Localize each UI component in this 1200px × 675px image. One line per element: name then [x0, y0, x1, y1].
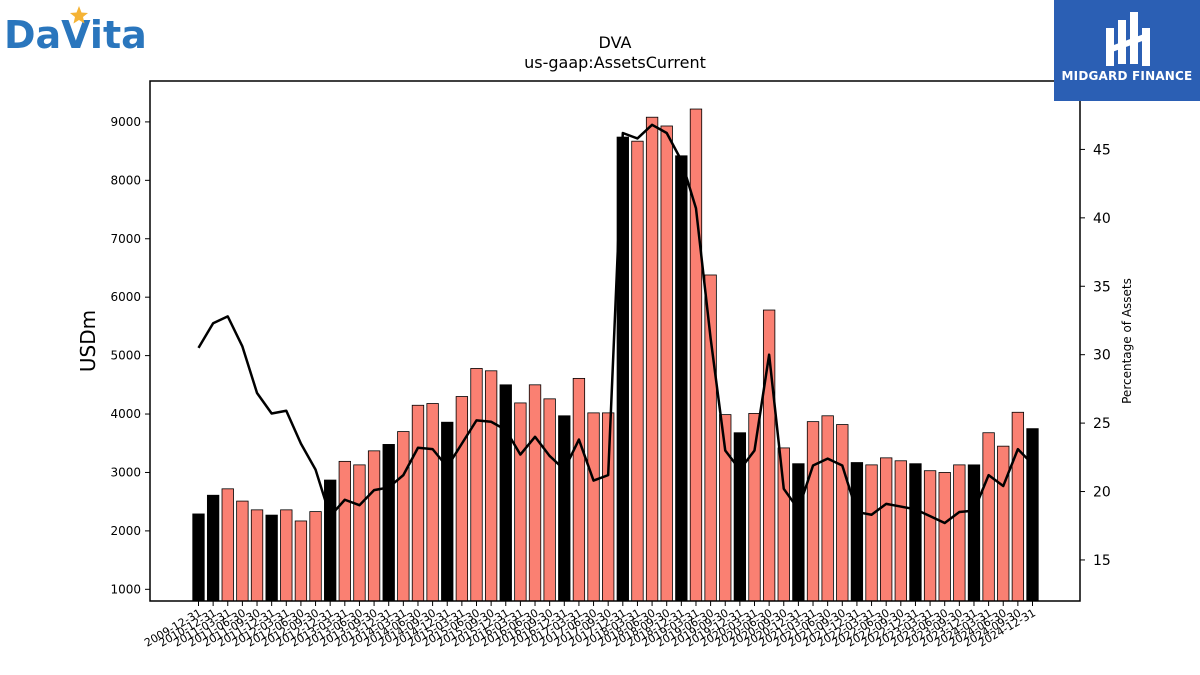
bar-2022-06-30 [880, 457, 893, 602]
bar-2011-03-31 [221, 488, 234, 602]
bar-2020-09-30 [777, 447, 790, 602]
bar-2024-03-31 [982, 432, 995, 602]
y2-tick-label: 25 [1093, 416, 1111, 432]
bar-2015-12-31 [499, 384, 512, 602]
bar-2018-03-31 [631, 140, 644, 602]
bar-2016-03-31 [514, 402, 527, 602]
y-tick-label: 2000 [110, 524, 141, 538]
y2-tick-label: 40 [1093, 211, 1111, 227]
bar-2020-03-31 [748, 413, 761, 602]
bar-2018-12-31 [675, 155, 688, 602]
davita-logo-text: DaVita [4, 13, 144, 56]
y-axis: 1000 2000 3000 4000 5000 6000 7000 8000 9000 [110, 115, 150, 596]
y-tick-label: 7000 [110, 232, 141, 246]
y2-tick-label: 20 [1093, 485, 1111, 501]
bar-2012-12-31 [324, 479, 337, 602]
line-group [197, 123, 1034, 525]
y-axis-label: USDm [76, 310, 100, 372]
bar-2011-06-30 [236, 500, 249, 602]
bar-2009-12-31 [192, 513, 205, 602]
midgard-finance-logo: MIDGARD FINANCE [1054, 0, 1200, 101]
bar-2014-12-31 [441, 421, 454, 602]
bar-2017-03-31 [572, 377, 586, 602]
midgard-emblem-icon [1106, 12, 1150, 66]
bar-2010-12-31 [206, 494, 220, 602]
percentage-line [197, 123, 1034, 525]
bar-2022-09-30 [894, 460, 907, 602]
chart-title: DVA [599, 33, 632, 52]
bar-2022-12-31 [909, 463, 922, 602]
bar-2013-09-30 [367, 450, 381, 602]
bar-2021-12-31 [850, 462, 864, 602]
bar-2016-09-30 [543, 398, 556, 602]
y-tick-label: 1000 [110, 582, 141, 596]
bar-2021-09-30 [836, 424, 849, 602]
bar-2024-06-30 [997, 445, 1010, 602]
bar-2012-09-30 [309, 511, 322, 602]
bar-2012-06-30 [294, 520, 308, 602]
y2-axis: 15 20 25 30 35 40 45 [1080, 142, 1111, 569]
y2-tick-label: 35 [1093, 279, 1111, 295]
bar-2024-12-31 [1026, 428, 1039, 602]
bar-2011-12-31 [265, 514, 278, 602]
y2-tick-label: 30 [1093, 348, 1111, 364]
y-tick-label: 9000 [110, 115, 141, 129]
bar-2016-12-31 [558, 415, 571, 602]
y2-tick-label: 45 [1093, 142, 1111, 158]
bar-2021-06-30 [821, 415, 834, 602]
plot-frame [149, 80, 1081, 602]
davita-logo: DaVita [4, 4, 147, 57]
bar-2024-09-30 [1011, 411, 1025, 602]
bar-2019-03-31 [689, 108, 703, 602]
bar-2016-06-30 [528, 384, 542, 602]
bar-2015-03-31 [455, 396, 469, 602]
bar-2013-12-31 [382, 444, 395, 602]
bar-2017-09-30 [602, 412, 615, 602]
bar-2019-06-30 [704, 274, 717, 602]
y-tick-label: 6000 [110, 290, 141, 304]
bar-2014-09-30 [426, 403, 439, 602]
star-icon [70, 6, 88, 24]
bar-group [192, 108, 1039, 602]
chart-subtitle: us-gaap:AssetsCurrent [524, 53, 706, 72]
bar-2011-09-30 [250, 509, 264, 602]
y-tick-label: 3000 [110, 465, 141, 479]
y-tick-label: 4000 [110, 407, 141, 421]
bar-2021-03-31 [806, 421, 820, 602]
y-tick-label: 8000 [110, 173, 141, 187]
bar-2013-06-30 [353, 464, 366, 602]
bar-2020-12-31 [792, 463, 805, 602]
y2-tick-label: 15 [1093, 553, 1111, 569]
bar-2014-06-30 [411, 404, 425, 602]
bar-2018-06-30 [645, 116, 659, 602]
bar-2023-12-31 [967, 464, 981, 602]
bar-2017-06-30 [587, 412, 600, 602]
bar-2023-03-31 [923, 470, 937, 602]
midgard-finance-text: MIDGARD FINANCE [1061, 69, 1193, 83]
bar-2019-12-31 [733, 432, 747, 602]
bar-2015-06-30 [470, 368, 483, 602]
bar-2015-09-30 [484, 370, 498, 602]
bar-2014-03-31 [397, 431, 410, 602]
bar-2013-03-31 [338, 460, 351, 602]
bar-2012-03-31 [280, 509, 293, 602]
x-axis: 2009-12-312010-12-312011-03-312011-06-30… [142, 601, 1038, 650]
bar-2023-09-30 [953, 464, 966, 602]
bar-2023-06-30 [938, 472, 951, 602]
y-tick-label: 5000 [110, 349, 141, 363]
bar-2022-03-31 [865, 464, 878, 602]
y2-axis-label: Percentage of Assets [1120, 278, 1134, 404]
bar-2018-09-30 [660, 125, 673, 602]
